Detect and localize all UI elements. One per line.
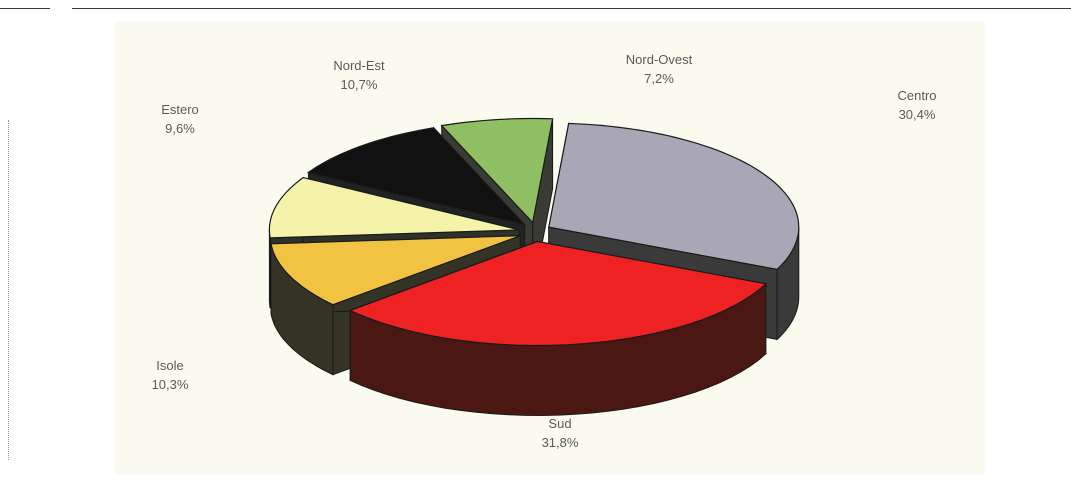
pie-chart: Centro 30,4% Sud 31,8% Isole 10,3% Ester… — [115, 22, 985, 474]
label-nord-ovest-value: 7,2% — [644, 71, 674, 86]
rule-gap — [50, 3, 72, 15]
label-nord-est-value: 10,7% — [340, 77, 378, 92]
label-sud: Sud 31,8% — [542, 414, 579, 452]
label-nord-est: Nord-Est 10,7% — [333, 56, 384, 94]
slice-rim-estero — [268, 229, 271, 308]
slice-tops — [268, 117, 800, 347]
pie-chart-svg — [268, 117, 800, 417]
label-estero-name: Estero — [161, 102, 199, 117]
slice-estero — [268, 176, 520, 239]
label-isole-value: 10,3% — [151, 377, 189, 392]
slice-sud — [348, 240, 768, 347]
slice-nord-ovest — [440, 117, 554, 224]
label-isole-name: Isole — [156, 358, 184, 373]
slice-centro — [548, 122, 800, 271]
slice-nord-est — [306, 127, 527, 226]
label-centro-name: Centro — [897, 88, 937, 103]
label-nord-est-name: Nord-Est — [333, 58, 385, 73]
label-nord-ovest: Nord-Ovest 7,2% — [626, 50, 692, 88]
label-sud-name: Sud — [548, 416, 572, 431]
label-centro-value: 30,4% — [898, 107, 936, 122]
top-rule — [0, 8, 1071, 9]
label-sud-value: 31,8% — [541, 435, 579, 450]
label-estero-value: 9,6% — [165, 121, 195, 136]
label-centro: Centro 30,4% — [897, 86, 936, 124]
label-isole: Isole 10,3% — [152, 356, 189, 394]
slice-isole — [270, 235, 521, 306]
label-nord-ovest-name: Nord-Ovest — [625, 52, 693, 67]
label-estero: Estero 9,6% — [161, 100, 199, 138]
margin-marks — [8, 120, 11, 460]
